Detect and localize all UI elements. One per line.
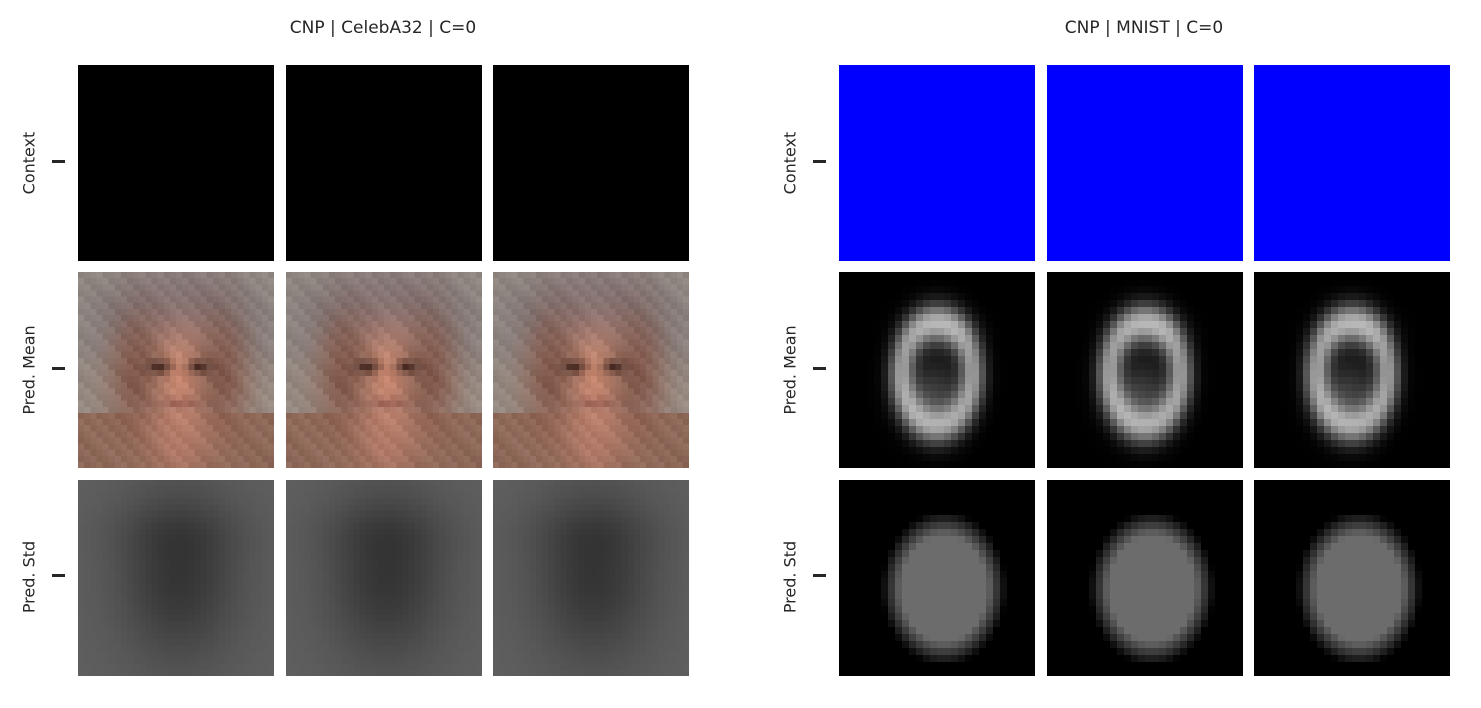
mnist-context-image-1	[839, 65, 1035, 261]
celeba-context-image-3	[493, 65, 689, 261]
y-tick	[813, 160, 826, 163]
row-label-context: Context	[780, 131, 800, 195]
row-label-pred-mean: Pred. Mean	[780, 325, 800, 415]
y-tick	[52, 160, 65, 163]
y-tick	[52, 574, 65, 577]
y-tick	[813, 367, 826, 370]
mnist-context-image-2	[1047, 65, 1243, 261]
mnist-pred-mean-image-1	[839, 272, 1035, 468]
mnist-pred-mean-image-3	[1254, 272, 1450, 468]
y-tick	[52, 367, 65, 370]
celeba-pred-mean-image-3	[493, 272, 689, 468]
celeba-pred-std-image-1	[78, 480, 274, 676]
y-tick	[813, 574, 826, 577]
mnist-pred-std-image-2	[1047, 480, 1243, 676]
mnist-pred-mean-image-2	[1047, 272, 1243, 468]
panel-title-celeba: CNP | CelebA32 | C=0	[289, 18, 477, 38]
panel-title-mnist: CNP | MNIST | C=0	[1064, 18, 1224, 38]
row-label-pred-std: Pred. Std	[780, 540, 800, 614]
celeba-pred-mean-image-1	[78, 272, 274, 468]
row-label-context: Context	[19, 131, 39, 195]
row-label-pred-std: Pred. Std	[19, 540, 39, 614]
celeba-pred-std-image-3	[493, 480, 689, 676]
mnist-pred-std-image-1	[839, 480, 1035, 676]
mnist-context-image-3	[1254, 65, 1450, 261]
celeba-pred-std-image-2	[286, 480, 482, 676]
celeba-pred-mean-image-2	[286, 272, 482, 468]
celeba-context-image-1	[78, 65, 274, 261]
row-label-pred-mean: Pred. Mean	[19, 325, 39, 415]
mnist-pred-std-image-3	[1254, 480, 1450, 676]
celeba-context-image-2	[286, 65, 482, 261]
